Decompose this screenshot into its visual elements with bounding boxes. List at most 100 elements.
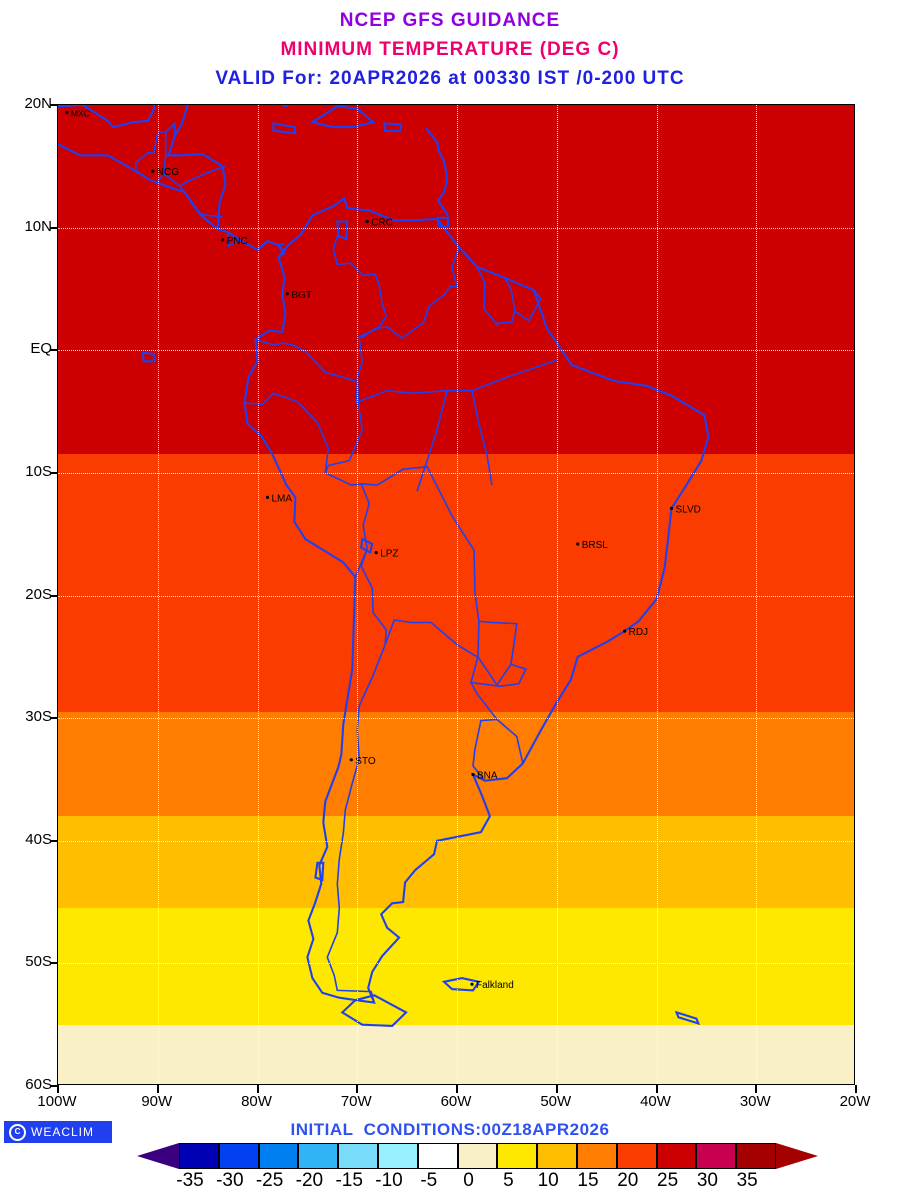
latitude-gridline [58,963,854,965]
longitude-tick-mark [57,1085,59,1093]
city-label: LMA [272,493,293,504]
colorbar-cell[interactable] [179,1143,219,1169]
city-label: BGT [291,290,312,301]
colorbar-tick-label: -15 [335,1170,363,1191]
coastline-path [436,216,450,228]
valid-time-text: VALID For: 20APR2026 at 00330 IST /0-200… [215,68,685,89]
border-path [471,390,493,486]
latitude-tick-mark [50,349,59,352]
longitude-tick-label: 70W [340,1093,372,1110]
colorbar-cell[interactable] [377,1143,418,1169]
colorbar-cell[interactable] [616,1143,657,1169]
colorbar-cell[interactable] [497,1143,538,1169]
latitude-tick-mark [50,839,59,842]
colorbar-high-cap [776,1143,818,1169]
border-path [135,131,169,172]
temperature-band [58,1024,854,1084]
coastline-path [360,537,374,555]
colorbar-cell[interactable] [696,1143,737,1169]
latitude-tick-label: 30S [25,708,52,726]
colorbar-cell[interactable] [537,1143,577,1169]
border-path [359,246,460,339]
longitude-tick-label: 80W [241,1093,272,1110]
colorbar-cell[interactable] [656,1143,697,1169]
colorbar-tick-label: 35 [736,1170,758,1191]
city-label: PNC [227,236,248,247]
colorbar-tick-label: 25 [657,1170,679,1191]
border-path [200,213,223,218]
border-path [470,682,499,782]
longitude-gridline [157,105,159,1084]
coastline-path [141,351,157,363]
border-path [458,246,478,268]
border-path [244,392,371,578]
colorbar-cell[interactable] [258,1143,299,1169]
colorbar-low-cap [137,1143,179,1169]
colorbar-tick-label: -20 [295,1170,324,1191]
city-label: BNA [477,771,498,782]
longitude-tick-mark [456,1085,458,1093]
latitude-tick-mark [50,471,59,474]
colorbar-tick-label: 15 [577,1170,599,1191]
temperature-band [58,454,854,712]
city-marker [365,219,369,224]
border-path [332,235,388,378]
coastline-path [58,105,227,229]
longitude-tick-mark [555,1085,558,1093]
border-path [179,165,226,187]
weaclim-logo-text: WEACLIM [31,1125,95,1139]
longitude-tick-label: 100W [37,1093,77,1110]
longitude-tick-label: 50W [540,1093,572,1110]
latitude-gridline [58,840,854,842]
colorbar-cells [179,1143,776,1169]
colorbar-cell[interactable] [218,1143,259,1169]
city-marker [471,772,475,777]
latitude-gridline [58,718,854,720]
border-path [351,465,518,687]
city-label: BRSL [582,540,609,551]
city-label: SLVD [676,504,701,515]
temperature-band [58,908,854,1025]
coastline-path [674,1010,701,1026]
colorbar-tick-label: 5 [503,1170,514,1191]
longitude-tick-label: 20W [839,1093,871,1110]
city-label: MXC [71,108,90,118]
map-vector-overlay: MXC NCG PNC CRC BGT LMA LPZ STO BNA BRSL RDJ SLVD Fa… [58,105,710,1027]
colorbar-cell[interactable] [417,1143,458,1169]
temperature-band [58,816,854,909]
temperature-map[interactable]: MXC NCG PNC CRC BGT LMA LPZ STO BNA BRSL RDJ SLVD Fa… [57,104,855,1085]
colorbar-tick-label: -10 [375,1170,403,1191]
longitude-gridline [257,105,259,1084]
temperature-band [58,711,854,817]
city-marker [623,629,627,633]
colorbar-cell[interactable] [338,1143,378,1169]
longitude-tick-mark [356,1085,359,1093]
colorbar-cell[interactable] [298,1143,339,1169]
page-title: NCEP GFS GUIDANCE [339,10,561,31]
latitude-tick-label: 50S [25,953,52,971]
colorbar-cell[interactable] [576,1143,617,1169]
city-marker [221,238,225,242]
city-marker [470,982,474,986]
colorbar-cell[interactable] [736,1143,776,1169]
latitude-tick-mark [50,717,59,720]
latitude-tick-label: EQ [30,340,52,358]
city-marker [669,506,674,510]
latitude-tick-label: 20S [25,585,52,603]
colorbar[interactable] [137,1143,818,1169]
page-subtitle: MINIMUM TEMPERATURE (DEG C) [280,39,620,60]
longitude-tick-label: 60W [440,1093,472,1110]
city-marker [349,758,353,762]
city-label: LPZ [380,549,398,560]
border-path [469,656,527,688]
colorbar-tick-label: 20 [617,1170,639,1191]
latitude-gridline [58,350,854,352]
longitude-tick-label: 30W [739,1093,771,1110]
city-marker [374,551,378,555]
latitude-tick-label: 40S [25,830,52,848]
colorbar-cell[interactable] [457,1143,498,1169]
coastline-path [425,127,449,216]
city-marker [576,542,580,546]
border-path [326,644,386,1003]
latitude-tick-mark [50,1085,59,1087]
